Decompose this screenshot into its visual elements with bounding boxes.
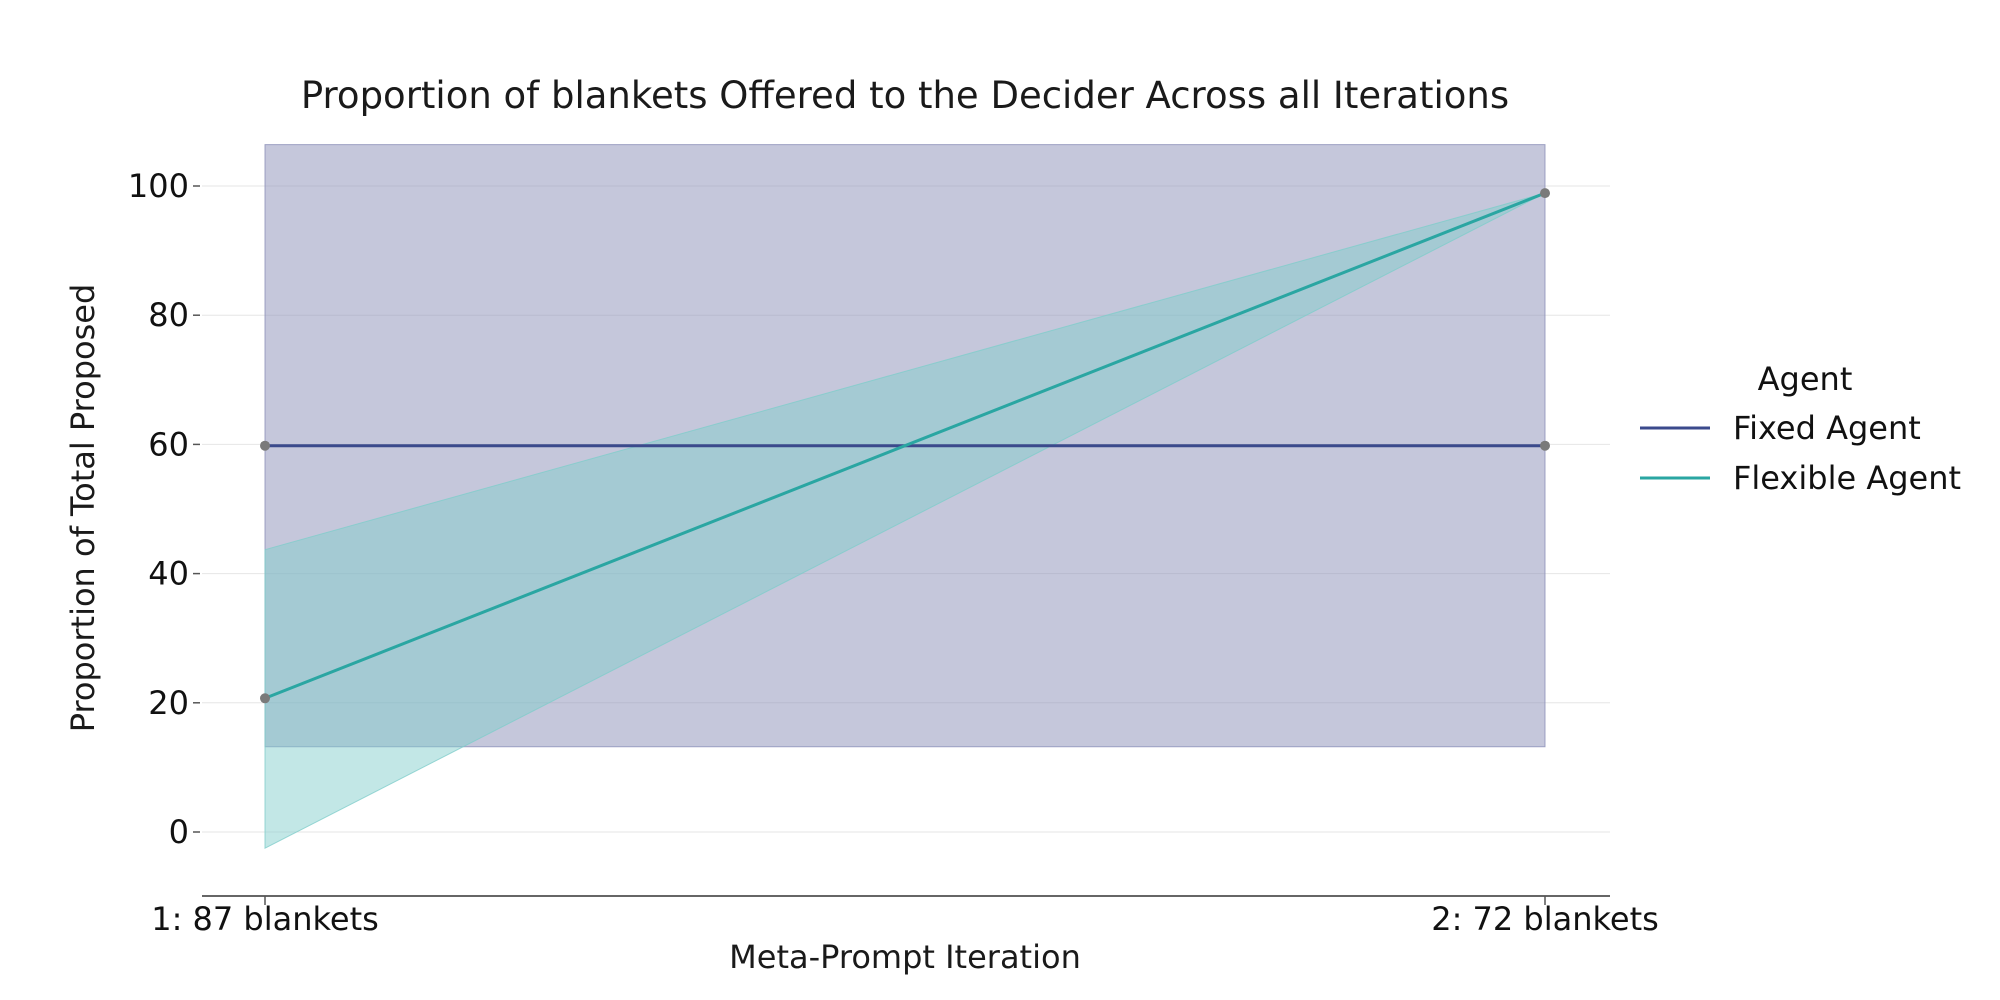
x-tick-label-1: 1: 87 blankets [151,900,379,938]
series-markers [260,188,1550,704]
flexible-agent-point-1 [260,693,270,704]
flexible-agent-point-2 [1540,188,1550,199]
y-tick-label-40: 40 [148,555,189,593]
y-axis-label: Proportion of Total Proposed [64,284,102,733]
legend-label-fixed-agent: Fixed Agent [1733,409,1921,447]
fixed-agent-point-1 [260,440,270,451]
legend: Agent Fixed Agent Flexible Agent [1640,360,1961,497]
y-tick-label-100: 100 [128,167,189,205]
x-tick-label-2: 2: 72 blankets [1431,900,1659,938]
y-tick-label-0: 0 [169,813,189,851]
confidence-bands [264,144,1546,849]
y-tick-label-80: 80 [148,296,189,334]
x-axis-label: Meta-Prompt Iteration [729,938,1081,976]
legend-title: Agent [1758,360,1853,398]
y-tick-label-60: 60 [148,425,189,463]
chart-title: Proportion of blankets Offered to the De… [301,74,1509,117]
y-tick-label-20: 20 [148,684,189,722]
fixed-agent-point-2 [1540,440,1550,451]
legend-label-flexible-agent: Flexible Agent [1733,459,1961,497]
series-lines [264,191,1546,700]
axes: 0 20 40 60 80 100 1: 87 blankets 2: 72 blankets [128,167,1659,938]
flexible-agent-line [264,191,1546,700]
